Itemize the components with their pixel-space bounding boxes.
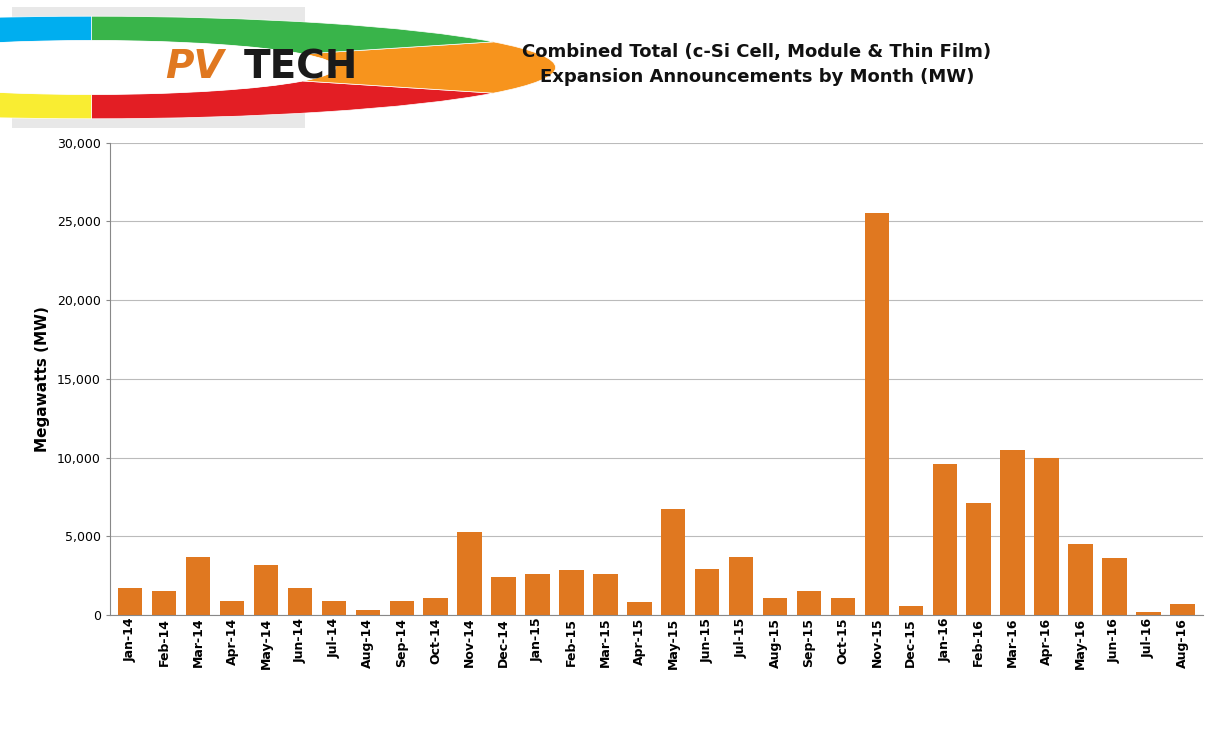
Wedge shape: [92, 81, 493, 118]
Bar: [525, 574, 549, 615]
Text: PV: PV: [165, 49, 223, 86]
Bar: [1170, 604, 1194, 615]
Wedge shape: [0, 81, 92, 118]
Circle shape: [0, 40, 336, 94]
Bar: [593, 574, 618, 615]
Bar: [628, 602, 652, 615]
Bar: [458, 532, 482, 615]
Bar: [186, 556, 210, 615]
Bar: [830, 598, 855, 615]
Bar: [491, 578, 515, 615]
Bar: [118, 588, 143, 615]
Bar: [151, 591, 176, 615]
Y-axis label: Megawatts (MW): Megawatts (MW): [35, 306, 50, 452]
Bar: [321, 601, 346, 615]
Bar: [1034, 458, 1059, 615]
Wedge shape: [0, 16, 92, 54]
Bar: [254, 565, 278, 615]
Bar: [864, 214, 889, 615]
Bar: [559, 570, 584, 615]
Bar: [695, 569, 719, 615]
Bar: [1068, 544, 1093, 615]
Bar: [220, 601, 244, 615]
Wedge shape: [92, 16, 493, 54]
Bar: [933, 464, 957, 615]
Bar: [424, 598, 448, 615]
Text: TECH: TECH: [244, 49, 359, 86]
Bar: [967, 503, 991, 615]
Bar: [355, 610, 380, 615]
Bar: [389, 601, 414, 615]
Bar: [1000, 450, 1024, 615]
Bar: [899, 605, 923, 615]
Bar: [288, 588, 313, 615]
Wedge shape: [303, 42, 556, 93]
Bar: [1137, 612, 1161, 615]
Bar: [763, 598, 788, 615]
Bar: [797, 591, 822, 615]
FancyBboxPatch shape: [12, 7, 305, 128]
Bar: [1103, 558, 1127, 615]
Text: Combined Total (c-Si Cell, Module & Thin Film)
Expansion Announcements by Month : Combined Total (c-Si Cell, Module & Thin…: [523, 44, 991, 86]
Bar: [729, 556, 753, 615]
Bar: [661, 509, 685, 615]
